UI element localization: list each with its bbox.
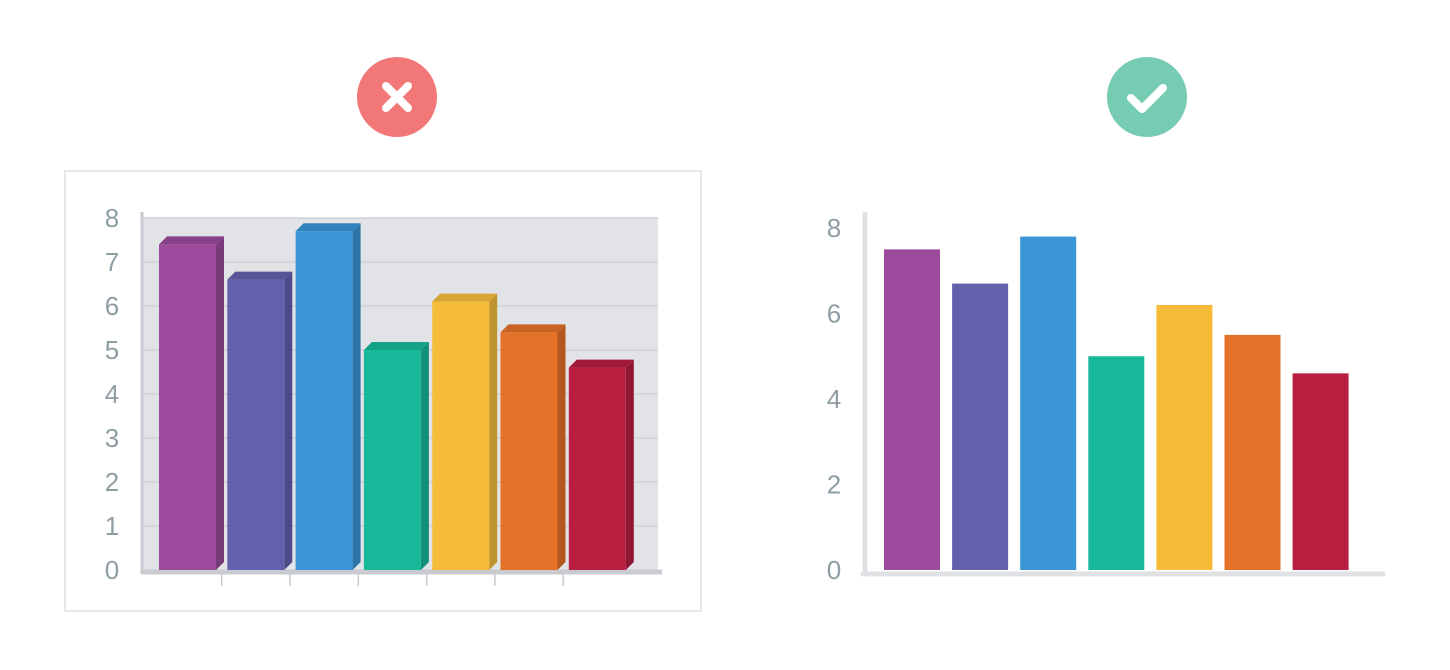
bar-front bbox=[227, 279, 285, 570]
bar-front bbox=[568, 367, 626, 570]
bar bbox=[500, 324, 566, 570]
y-tick-label: 0 bbox=[827, 555, 841, 585]
bar bbox=[227, 271, 293, 570]
bar bbox=[295, 223, 361, 570]
checkmark-icon bbox=[1107, 57, 1187, 137]
bar-side bbox=[216, 236, 224, 570]
bar-front bbox=[432, 301, 490, 570]
bar-side bbox=[420, 342, 429, 570]
y-tick-label: 2 bbox=[105, 467, 119, 497]
bar bbox=[1020, 236, 1077, 571]
bar bbox=[159, 236, 224, 570]
x-mark-icon bbox=[357, 57, 437, 137]
y-tick-label: 7 bbox=[105, 247, 119, 277]
bar bbox=[952, 283, 1009, 570]
bar bbox=[1224, 334, 1281, 570]
bar bbox=[568, 359, 634, 570]
y-tick-label: 8 bbox=[105, 203, 119, 233]
bar-front bbox=[159, 244, 216, 570]
y-tick-label: 5 bbox=[105, 335, 119, 365]
bar bbox=[1292, 373, 1349, 570]
bar-top bbox=[432, 293, 498, 302]
bar-front bbox=[500, 332, 558, 570]
y-tick-label: 2 bbox=[827, 470, 841, 500]
good-example-badge bbox=[1107, 57, 1187, 137]
bar bbox=[432, 293, 498, 570]
bar-side bbox=[352, 223, 361, 570]
bar bbox=[1088, 356, 1145, 570]
bar-side bbox=[284, 271, 293, 570]
bar-front bbox=[363, 350, 421, 570]
bar-side bbox=[625, 359, 634, 570]
bar-top bbox=[159, 236, 224, 245]
bar-top bbox=[568, 359, 634, 368]
bar-side bbox=[489, 293, 498, 570]
bar-front bbox=[295, 231, 353, 570]
y-tick-label: 0 bbox=[105, 555, 119, 585]
y-tick-label: 1 bbox=[105, 511, 119, 541]
bar bbox=[884, 249, 940, 570]
y-tick-label: 4 bbox=[105, 379, 119, 409]
bar-side bbox=[557, 324, 566, 570]
bar-top bbox=[227, 271, 293, 280]
bar bbox=[1156, 304, 1213, 570]
bar-top bbox=[295, 223, 361, 232]
y-tick-label: 6 bbox=[827, 299, 841, 329]
y-tick-label: 8 bbox=[827, 213, 841, 243]
bar-top bbox=[363, 342, 429, 350]
y-tick-label: 4 bbox=[827, 384, 841, 414]
bad-example-badge bbox=[357, 57, 437, 137]
bar-top bbox=[500, 324, 566, 333]
bar bbox=[363, 342, 429, 570]
y-tick-label: 6 bbox=[105, 291, 119, 321]
y-tick-label: 3 bbox=[105, 423, 119, 453]
